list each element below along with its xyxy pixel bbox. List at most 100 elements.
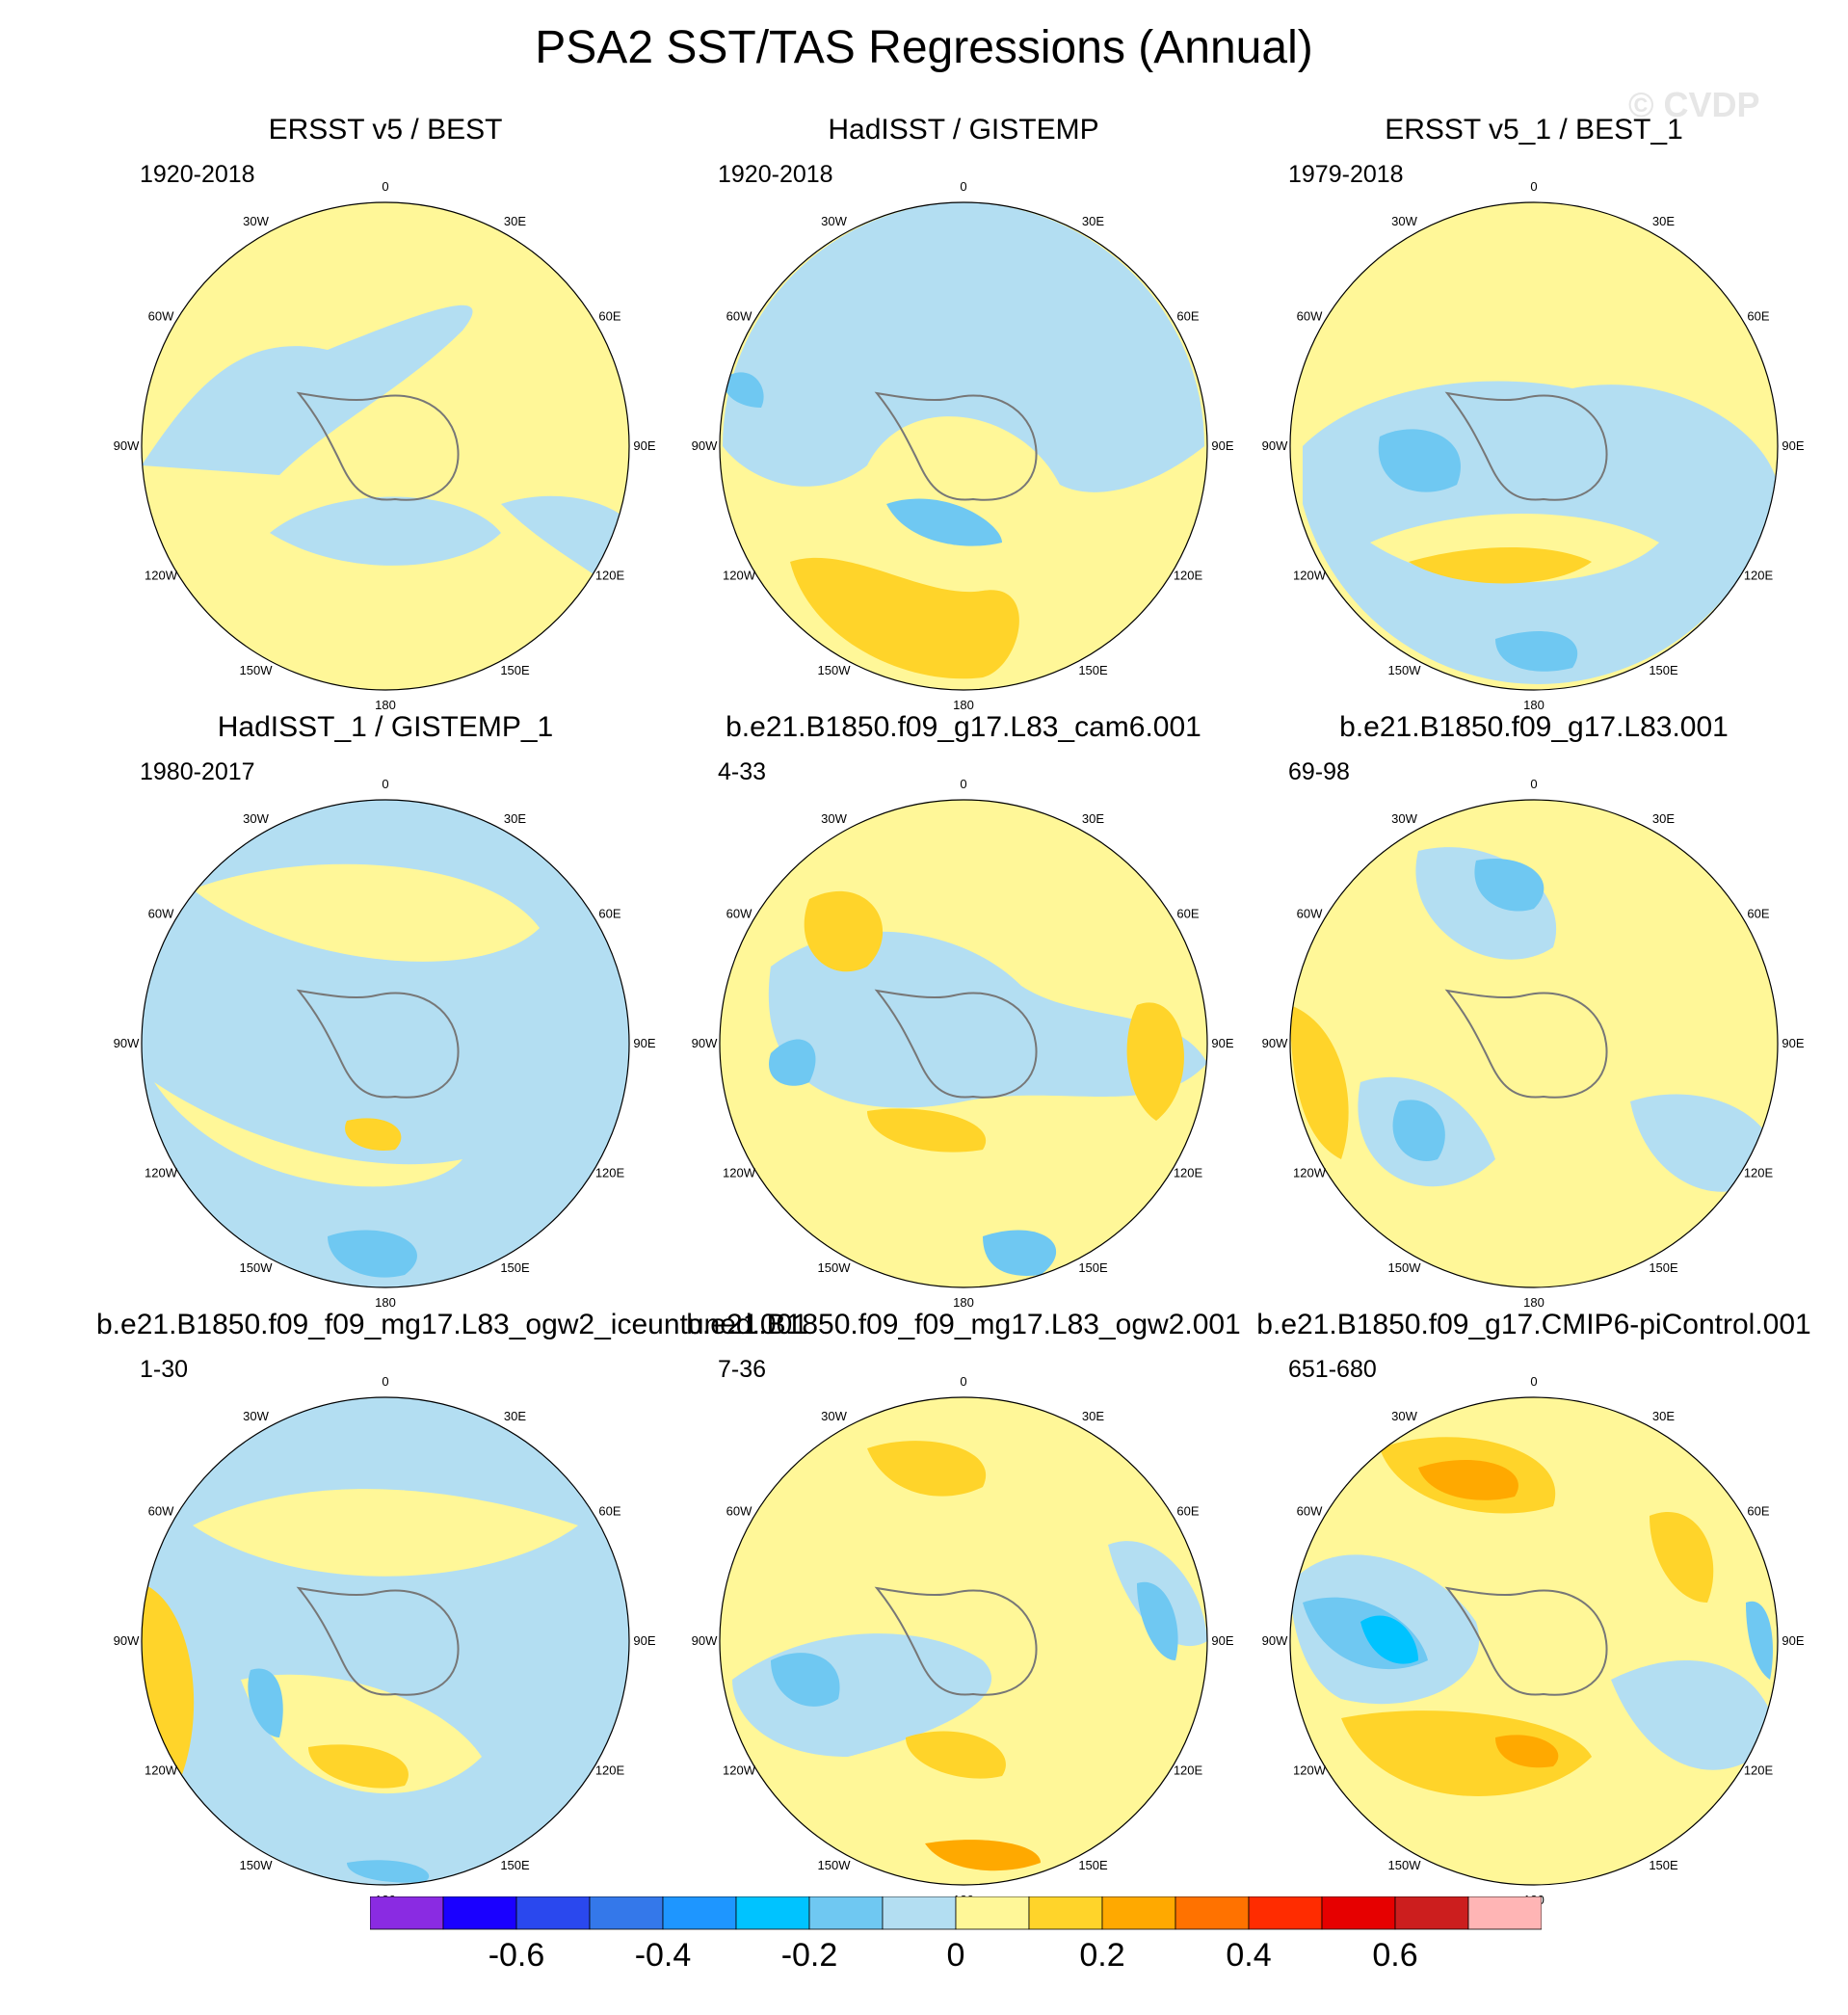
panel-period: 1-30 — [140, 1356, 189, 1383]
map-panel: b.e21.B1850.f09_f09_mg17.L83_ogw2_iceunt… — [96, 1309, 808, 1935]
colorbar-swatch — [662, 1896, 737, 1930]
antarctica-coastline — [1444, 989, 1608, 1099]
contour-fill — [720, 1397, 1207, 1885]
polar-map: 0 30E 60E 90E 120E 150E 180 150W 120W 90W 60W 30W — [1262, 777, 1805, 1310]
contour-fill — [1495, 630, 1578, 672]
longitude-label: 150W — [818, 1260, 852, 1275]
longitude-label: 90E — [1782, 1036, 1804, 1050]
contour-fill — [142, 202, 629, 690]
contour-fill — [345, 1118, 402, 1151]
contour-fill — [1474, 859, 1544, 912]
longitude-label: 150W — [240, 663, 274, 677]
contour-fill — [308, 1744, 409, 1789]
longitude-label: 30W — [243, 1409, 269, 1423]
map-panel: HadISST / GISTEMP 1920-2018 0 30E 60E 90E 120E… — [674, 114, 1253, 740]
contour-fill — [1360, 1615, 1418, 1664]
longitude-label: 120E — [1174, 1763, 1203, 1778]
longitude-label: 150E — [500, 663, 530, 677]
longitude-label: 180 — [375, 698, 396, 712]
polar-map: 0 30E 60E 90E 120E 150E 180 150W 120W 90W 60W 30W — [1262, 179, 1805, 712]
contour-fills — [720, 800, 1207, 1287]
colorbar-swatch — [735, 1896, 810, 1930]
contour-fills — [142, 1397, 629, 1885]
longitude-label: 150E — [1078, 1260, 1108, 1275]
colorbar-swatch — [1028, 1896, 1103, 1930]
longitude-label: 120E — [1744, 1763, 1774, 1778]
longitude-label: 150W — [818, 1858, 852, 1872]
longitude-label: 30E — [504, 811, 526, 826]
longitude-label: 90E — [1211, 1036, 1233, 1050]
longitude-label: 150E — [1649, 1858, 1678, 1872]
longitude-label: 60W — [1297, 309, 1323, 324]
map-border — [719, 1396, 1208, 1886]
longitude-label: 90E — [633, 438, 655, 453]
longitude-label: 150W — [240, 1858, 274, 1872]
longitude-label: 30W — [1391, 214, 1417, 228]
contour-fill — [1409, 547, 1592, 584]
antarctica-coastline — [296, 391, 460, 501]
colorbar-tick-label: 0.2 — [1079, 1937, 1125, 1974]
panel-period: 651-680 — [1288, 1356, 1377, 1383]
longitude-label: 30W — [243, 214, 269, 228]
longitude-label: 60E — [598, 1504, 620, 1519]
longitude-label: 0 — [382, 179, 388, 194]
longitude-label: 180 — [1523, 698, 1544, 712]
longitude-label: 30W — [1391, 1409, 1417, 1423]
map-panel: ERSST v5 / BEST 1920-2018 0 30E 60E 90E 120E 15… — [96, 114, 674, 740]
antarctica-coastline — [296, 989, 460, 1099]
map-border — [1289, 799, 1779, 1288]
longitude-label: 60W — [726, 907, 752, 921]
longitude-label: 90E — [1211, 1633, 1233, 1648]
page-title: PSA2 SST/TAS Regressions (Annual) — [535, 22, 1313, 73]
panel-title: b.e21.B1850.f09_g17.L83_cam6.001 — [726, 711, 1201, 743]
panel-period: 1980-2017 — [140, 758, 255, 785]
colorbar-tick-label: -0.6 — [488, 1937, 545, 1974]
longitude-label: 120W — [1293, 1166, 1327, 1180]
longitude-label: 30W — [821, 1409, 847, 1423]
colorbar-tick-label: -0.2 — [780, 1937, 838, 1974]
panel-title: b.e21.B1850.f09_f09_mg17.L83_ogw2.001 — [686, 1309, 1241, 1340]
longitude-label: 60W — [148, 1504, 174, 1519]
longitude-label: 150E — [500, 1858, 530, 1872]
longitude-label: 30W — [1391, 811, 1417, 826]
colorbar — [369, 1896, 1543, 1936]
longitude-label: 90W — [692, 1633, 718, 1648]
contour-fills — [720, 202, 1207, 690]
longitude-label: 120W — [723, 1166, 756, 1180]
longitude-label: 0 — [1530, 179, 1537, 194]
contour-fill — [248, 1668, 283, 1737]
colorbar-tick-label: 0.4 — [1226, 1937, 1272, 1974]
colorbar-swatch — [955, 1896, 1030, 1930]
longitude-label: 30E — [1652, 214, 1675, 228]
contour-fill — [241, 1674, 482, 1794]
map-panel: b.e21.B1850.f09_f09_mg17.L83_ogw2.001 7-3… — [674, 1309, 1253, 1935]
longitude-label: 150W — [1388, 1858, 1422, 1872]
antarctica-coastline — [874, 1586, 1038, 1696]
longitude-label: 30E — [1082, 214, 1104, 228]
panel-title: HadISST_1 / GISTEMP_1 — [217, 711, 554, 743]
map-border — [1289, 1396, 1779, 1886]
longitude-label: 60W — [1297, 1504, 1323, 1519]
longitude-label: 60E — [1747, 309, 1769, 324]
longitude-label: 120W — [723, 569, 756, 583]
longitude-label: 150E — [1649, 663, 1678, 677]
panel-period: 1979-2018 — [1288, 161, 1404, 188]
antarctica-coastline — [1444, 1586, 1608, 1696]
panel-period: 7-36 — [718, 1356, 767, 1383]
contour-fill — [1495, 1735, 1559, 1768]
colorbar-swatch — [1248, 1896, 1323, 1930]
longitude-label: 30E — [1652, 1409, 1675, 1423]
longitude-label: 150W — [818, 663, 852, 677]
contour-fill — [867, 1441, 987, 1497]
colorbar-swatch — [1467, 1896, 1543, 1930]
map-border — [719, 201, 1208, 691]
longitude-label: 120W — [145, 569, 178, 583]
contour-fill — [1378, 429, 1461, 492]
longitude-label: 90E — [1211, 438, 1233, 453]
longitude-label: 60E — [1176, 309, 1199, 324]
longitude-label: 30E — [1082, 811, 1104, 826]
contour-fill — [771, 1653, 840, 1707]
longitude-label: 30E — [504, 214, 526, 228]
contour-fill — [1341, 1710, 1592, 1796]
colorbar-swatch — [442, 1896, 517, 1930]
